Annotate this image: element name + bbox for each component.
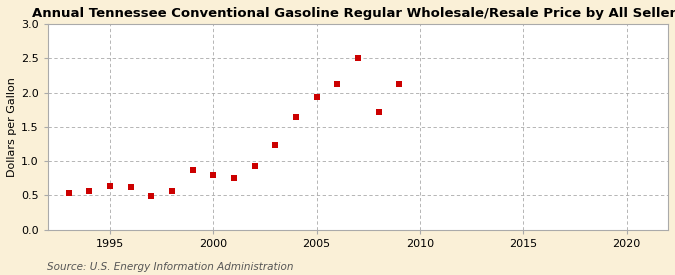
Point [311,95,322,100]
Text: Source: U.S. Energy Information Administration: Source: U.S. Energy Information Administ… [47,262,294,272]
Point [146,194,157,198]
Y-axis label: Dollars per Gallon: Dollars per Gallon [7,77,17,177]
Point [270,143,281,148]
Point [394,81,405,86]
Point [352,56,363,60]
Point [63,191,74,195]
Point [373,109,384,114]
Point [229,175,240,180]
Point [290,115,301,119]
Point [125,184,136,189]
Point [249,164,260,168]
Title: Annual Tennessee Conventional Gasoline Regular Wholesale/Resale Price by All Sel: Annual Tennessee Conventional Gasoline R… [32,7,675,20]
Point [332,81,343,86]
Point [167,188,178,193]
Point [208,173,219,177]
Point [187,168,198,172]
Point [84,188,95,193]
Point [105,184,115,188]
